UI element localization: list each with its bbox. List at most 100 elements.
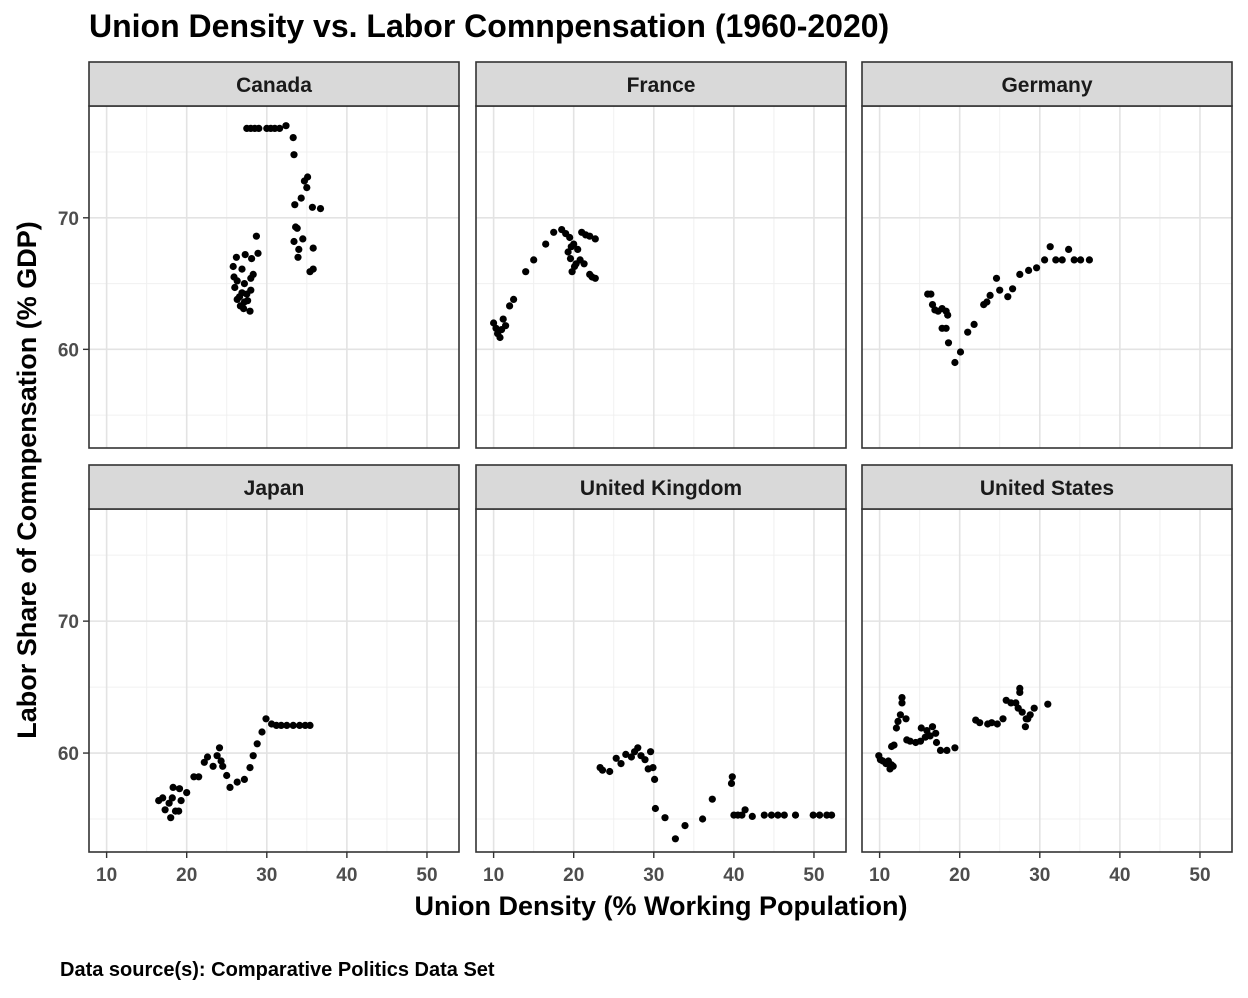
x-tick-label: 30 xyxy=(256,865,277,886)
data-point xyxy=(986,291,994,299)
data-point xyxy=(215,744,224,752)
data-point xyxy=(195,773,203,781)
data-point xyxy=(1070,256,1078,264)
data-point xyxy=(241,251,249,259)
x-tick-label: 50 xyxy=(416,865,437,886)
data-point xyxy=(296,721,304,730)
data-point xyxy=(760,811,768,819)
data-point xyxy=(233,277,241,285)
data-point xyxy=(780,811,788,819)
data-point xyxy=(580,260,588,268)
x-axis-title: Union Density (% Working Population) xyxy=(415,891,908,921)
data-point xyxy=(591,235,599,243)
data-point xyxy=(240,775,248,784)
data-point xyxy=(649,764,657,772)
data-point xyxy=(159,794,167,802)
data-point xyxy=(297,194,305,202)
facet-strip-label: Japan xyxy=(244,477,305,500)
data-point xyxy=(253,740,261,748)
data-point xyxy=(1016,270,1024,278)
facet-strip xyxy=(88,61,460,107)
data-point xyxy=(926,732,934,740)
data-point xyxy=(276,124,284,132)
data-point xyxy=(728,773,736,781)
facet-panels: Canada 60 70 France Germany Japan 60 70 10 20 30 40… xyxy=(58,61,1233,886)
data-point xyxy=(1016,684,1024,693)
data-point xyxy=(976,719,984,727)
data-point xyxy=(647,748,655,756)
data-point xyxy=(988,719,996,727)
data-point xyxy=(566,233,574,242)
data-point xyxy=(641,756,649,764)
data-point xyxy=(219,762,227,770)
panel-background xyxy=(862,106,1232,448)
data-point xyxy=(943,746,951,755)
data-point xyxy=(229,262,237,271)
data-point xyxy=(1044,700,1052,708)
data-point xyxy=(1030,704,1038,712)
data-point xyxy=(290,151,298,159)
data-point xyxy=(294,253,302,261)
facet-strip-label: France xyxy=(627,74,696,97)
data-point xyxy=(671,835,680,843)
data-point xyxy=(809,811,817,819)
data-point xyxy=(316,205,325,213)
data-point xyxy=(622,750,630,759)
data-point xyxy=(892,724,901,732)
data-point xyxy=(240,305,248,313)
data-point xyxy=(951,358,959,367)
data-point xyxy=(708,795,716,803)
data-point xyxy=(661,814,669,822)
facet-panel: Germany xyxy=(861,61,1233,449)
data-point xyxy=(262,715,270,723)
x-tick-label: 40 xyxy=(336,865,357,886)
facet-strip xyxy=(475,61,847,107)
data-point xyxy=(970,320,978,328)
data-point xyxy=(983,298,991,306)
data-point xyxy=(1052,256,1060,264)
data-point xyxy=(499,315,507,323)
data-point xyxy=(1085,256,1093,264)
data-point xyxy=(165,799,173,807)
data-point xyxy=(816,811,824,819)
data-point xyxy=(606,767,614,776)
data-point xyxy=(231,283,239,292)
data-point xyxy=(283,721,291,730)
data-point xyxy=(200,758,208,766)
data-point xyxy=(951,744,959,752)
y-tick-label: 60 xyxy=(58,744,79,765)
data-point xyxy=(928,723,937,731)
data-point xyxy=(496,333,504,342)
data-point xyxy=(530,256,538,264)
data-point xyxy=(289,134,297,142)
data-point xyxy=(282,122,290,130)
facet-panel: United Kingdom 10 20 30 40 50 xyxy=(475,464,847,886)
data-point xyxy=(233,778,241,786)
data-point xyxy=(183,789,191,797)
data-point xyxy=(293,224,301,232)
facet-strip-label: Canada xyxy=(236,74,312,97)
data-point xyxy=(964,328,972,336)
data-point xyxy=(289,721,297,730)
data-point xyxy=(168,794,176,802)
data-point xyxy=(1077,256,1085,264)
data-point xyxy=(923,727,931,735)
data-point xyxy=(738,811,746,819)
data-point xyxy=(255,124,263,132)
data-point xyxy=(509,295,518,303)
y-tick-label: 60 xyxy=(58,340,79,361)
data-point xyxy=(1004,293,1012,301)
data-point xyxy=(252,232,260,240)
data-point xyxy=(247,274,255,282)
data-point xyxy=(591,274,599,282)
data-point xyxy=(889,762,897,770)
data-point xyxy=(906,737,914,745)
panel-background xyxy=(89,106,459,448)
facet-strip xyxy=(88,464,460,510)
y-axis-title: Labor Share of Comnpensation (% GDP) xyxy=(12,221,42,739)
data-point xyxy=(177,797,185,805)
x-tick-label: 20 xyxy=(563,865,584,886)
data-point xyxy=(917,724,925,732)
data-point xyxy=(254,249,262,257)
